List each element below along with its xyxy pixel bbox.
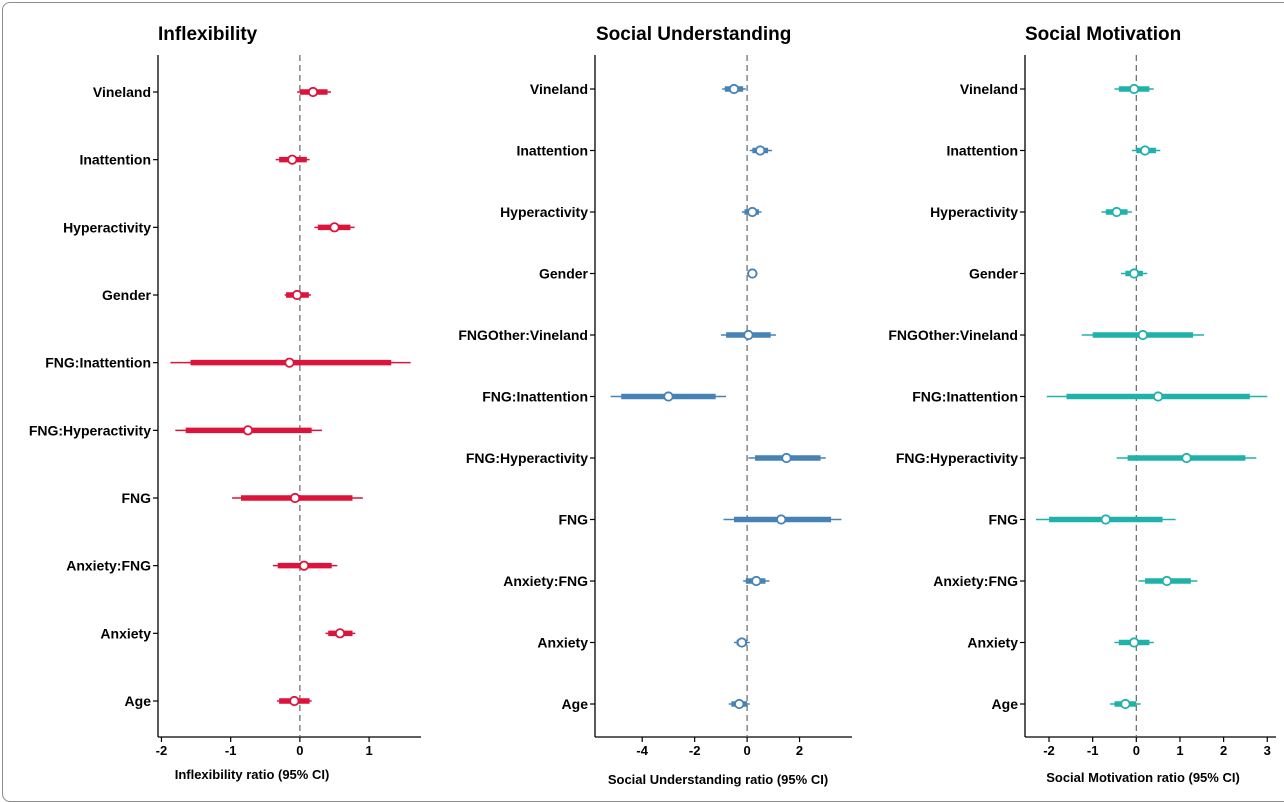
x-tick-label: 0 [1133,743,1140,758]
x-tick-label: -2 [156,743,168,758]
category-label: Anxiety [537,635,588,651]
category-label: Age [992,696,1019,712]
point-estimate [747,206,758,218]
category-label: Hyperactivity [930,204,1018,220]
category-label: Anxiety:FNG [933,573,1018,589]
panel-social-understanding: Social Understanding -4 -2 0 2 Social Underst… [458,24,852,787]
point-estimate [1139,145,1151,156]
category-label: FNG [121,490,151,506]
category-label: FNGOther:Vineland [458,327,588,343]
point-estimate [1129,268,1140,279]
panel-inflexibility: Inflexibility -2 -1 0 1 Inflexibility ratio (… [29,24,421,782]
category-label: Age [562,696,589,712]
category-label: FNG:Inattention [482,389,588,405]
point-estimate [1129,637,1140,648]
category-label: Anxiety [967,635,1018,651]
point-estimate [781,452,792,464]
x-tick-label: -2 [689,743,701,758]
category-label: Anxiety:FNG [66,558,151,574]
point-estimate [743,329,754,341]
point-estimate [736,637,747,648]
category-label: FNG:Inattention [45,355,151,371]
point-estimate [307,86,319,98]
category-label: Gender [969,266,1019,282]
point-estimate [1181,452,1192,464]
category-label: Gender [102,287,152,303]
x-tick-label: 2 [796,743,803,758]
category-label: Inattention [516,143,588,159]
point-estimate [1100,514,1111,525]
point-estimate [287,154,298,165]
point-estimate [1129,83,1140,95]
category-label: Hyperactivity [500,204,588,220]
category-label: FNG:Hyperactivity [466,450,588,466]
category-label: Hyperactivity [63,219,151,235]
category-label: Inattention [79,152,151,168]
point-estimate [1111,206,1122,218]
point-estimate [776,514,787,525]
category-label: Gender [539,266,589,282]
category-label: FNG:Hyperactivity [29,422,151,438]
point-estimate [728,83,740,95]
category-label: FNG [558,512,588,528]
point-estimate [284,357,295,368]
point-estimate [292,289,303,301]
point-estimate [755,145,766,156]
category-label: FNG [988,512,1018,528]
category-label: Vineland [93,84,151,100]
category-label: FNGOther:Vineland [888,327,1018,343]
panel-title: Social Motivation [1025,24,1181,45]
category-label: FNG:Hyperactivity [896,450,1018,466]
point-estimate [289,492,301,504]
point-estimate [1161,575,1172,587]
category-label: Anxiety [100,625,151,641]
point-estimate [329,222,340,233]
x-tick-label: 0 [296,743,303,758]
point-estimate [1153,391,1164,402]
x-tick-label: 3 [1264,743,1271,758]
x-tick-label: 1 [1176,743,1183,758]
point-estimate [242,425,254,436]
x-tick-label: 1 [365,743,372,758]
point-estimate [298,560,310,571]
category-label: Anxiety:FNG [503,573,588,589]
point-estimate [747,268,758,279]
point-estimate [334,628,346,639]
category-label: Age [125,693,152,709]
panel-title: Inflexibility [158,24,258,45]
category-label: Vineland [530,81,588,97]
x-tick-label: -1 [1087,743,1099,758]
point-estimate [1120,698,1131,710]
x-tick-label: -1 [225,743,237,758]
panel-title: Social Understanding [596,24,791,45]
category-label: Inattention [946,143,1018,159]
x-tick-label: -4 [636,743,648,758]
point-estimate [663,391,674,402]
x-axis-title: Social Motivation ratio (95% CI) [1046,770,1240,785]
x-axis-title: Inflexibility ratio (95% CI) [175,767,330,782]
panel-social-motivation: Social Motivation -2 -1 0 1 2 3 Social Motivati… [888,24,1276,785]
category-label: Vineland [960,81,1018,97]
x-tick-label: 0 [743,743,750,758]
x-axis-title: Social Understanding ratio (95% CI) [608,772,828,787]
point-estimate [751,575,762,587]
point-estimate [1137,329,1148,341]
category-label: FNG:Inattention [912,389,1018,405]
point-estimate [734,698,745,710]
point-estimate [289,695,300,707]
x-tick-label: -2 [1043,743,1055,758]
x-tick-label: 2 [1220,743,1227,758]
